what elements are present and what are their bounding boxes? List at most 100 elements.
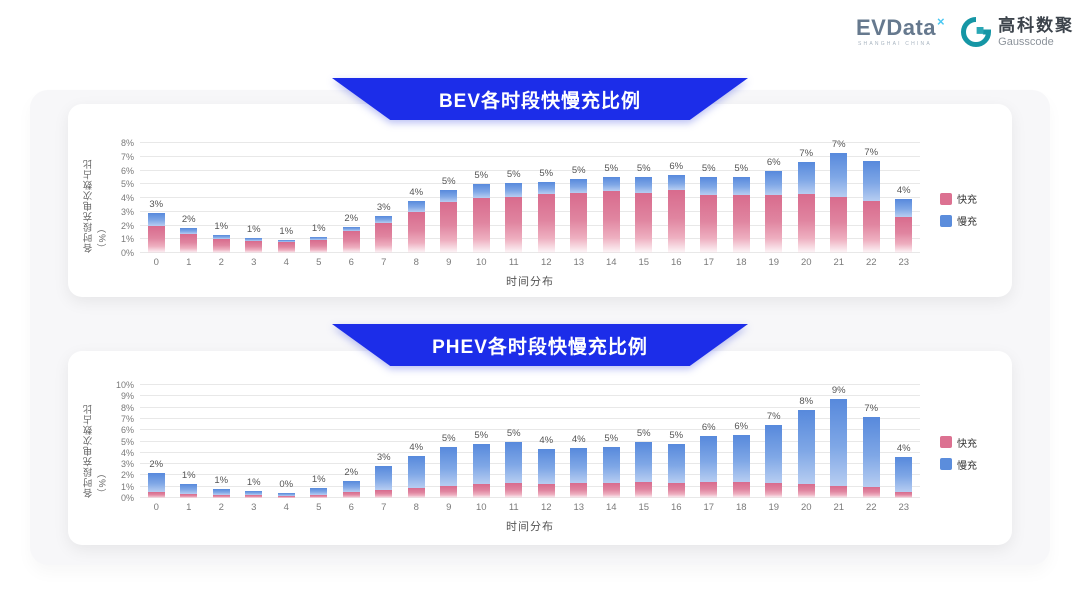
bar-slot: 1% bbox=[173, 385, 206, 498]
slow-segment bbox=[732, 434, 750, 483]
bar-value-label: 7% bbox=[864, 146, 879, 158]
legend-swatch bbox=[940, 458, 952, 471]
bar-value-label: 1% bbox=[246, 477, 261, 489]
bar-value-label: 8% bbox=[799, 395, 814, 407]
fast-segment bbox=[862, 200, 880, 253]
y-tick: 2% bbox=[120, 220, 134, 231]
x-tick: 11 bbox=[508, 502, 519, 513]
slow-segment bbox=[602, 447, 620, 484]
stacked-bar-hour-1 bbox=[180, 228, 198, 253]
fast-segment bbox=[895, 217, 913, 253]
gausscode-logo: 高科数聚 Gausscode bbox=[961, 16, 1074, 48]
stacked-bar-hour-16 bbox=[667, 443, 685, 498]
stacked-bar-hour-6 bbox=[342, 226, 360, 253]
bar-slot: 6% bbox=[693, 385, 726, 498]
bar-slot: 1% bbox=[303, 385, 336, 498]
gridline bbox=[140, 169, 920, 171]
stacked-bar-hour-13 bbox=[570, 448, 588, 498]
fast-segment bbox=[472, 484, 490, 498]
slow-segment bbox=[277, 492, 295, 496]
gridline bbox=[140, 224, 920, 226]
legend-item-慢充[interactable]: 慢充 bbox=[940, 213, 977, 228]
stacked-bar-hour-11 bbox=[505, 182, 523, 253]
x-tick: 12 bbox=[540, 502, 552, 513]
slow-segment bbox=[830, 398, 848, 486]
slow-segment bbox=[797, 409, 815, 485]
bev-legend: 快充 慢充 bbox=[940, 191, 977, 228]
stacked-bar-hour-19 bbox=[765, 170, 783, 253]
x-tick: 18 bbox=[735, 502, 747, 513]
fast-segment bbox=[830, 196, 848, 253]
slow-segment bbox=[537, 181, 555, 194]
fast-segment bbox=[212, 239, 230, 253]
stacked-bar-hour-7 bbox=[375, 466, 393, 498]
bar-slot: 5% bbox=[465, 385, 498, 498]
fast-segment bbox=[180, 233, 198, 253]
slow-segment bbox=[180, 228, 198, 234]
bar-value-label: 2% bbox=[344, 467, 359, 479]
stacked-bar-hour-23 bbox=[895, 199, 913, 253]
slow-segment bbox=[245, 237, 263, 242]
slow-segment bbox=[212, 488, 230, 495]
legend-swatch bbox=[940, 436, 952, 449]
bar-value-label: 4% bbox=[896, 185, 911, 197]
gridline bbox=[140, 210, 920, 212]
legend-item-慢充[interactable]: 慢充 bbox=[940, 457, 977, 472]
fast-segment bbox=[570, 192, 588, 253]
stacked-bar-hour-0 bbox=[147, 473, 165, 498]
stacked-bar-hour-4 bbox=[277, 239, 295, 253]
legend-item-快充[interactable]: 快充 bbox=[940, 191, 977, 206]
stacked-bar-hour-12 bbox=[537, 449, 555, 498]
gridline bbox=[140, 497, 920, 498]
legend-swatch bbox=[940, 214, 952, 227]
slow-segment bbox=[895, 199, 913, 218]
bar-value-label: 1% bbox=[214, 474, 229, 486]
slow-segment bbox=[570, 448, 588, 484]
fast-segment bbox=[375, 489, 393, 498]
bar-slot: 3% bbox=[140, 143, 173, 253]
x-tick: 3 bbox=[251, 502, 257, 513]
slow-segment bbox=[667, 443, 685, 484]
y-tick: 7% bbox=[120, 151, 134, 162]
stacked-bar-hour-1 bbox=[180, 484, 198, 498]
bar-value-label: 5% bbox=[734, 163, 749, 175]
fast-segment bbox=[895, 492, 913, 498]
stacked-bar-hour-9 bbox=[440, 447, 458, 498]
bev-y-tick-labels: 0% 1% 2% 3% 4% 5% 6% 7% 8% bbox=[102, 138, 134, 258]
x-tick: 19 bbox=[768, 502, 780, 513]
bar-slot: 9% bbox=[823, 385, 856, 498]
stacked-bar-hour-18 bbox=[732, 434, 750, 498]
gausscode-cn: 高科数聚 bbox=[998, 16, 1075, 35]
fast-segment bbox=[245, 495, 263, 498]
bev-x-tick-labels: 0 1 2 3 4 5 6 7 8 9 10 11 12 13 14 15 16 17 18 19 20 21 22 23 bbox=[140, 257, 920, 268]
fast-segment bbox=[732, 195, 750, 253]
slow-segment bbox=[407, 456, 425, 488]
bar-slot: 4% bbox=[888, 385, 921, 498]
fast-segment bbox=[602, 191, 620, 253]
bar-slot: 2% bbox=[335, 385, 368, 498]
x-tick: 15 bbox=[638, 502, 650, 513]
bev-y-axis-label: 各时段充电次数占比（%） bbox=[83, 158, 109, 254]
slow-segment bbox=[537, 449, 555, 485]
x-tick: 4 bbox=[283, 257, 289, 268]
bar-value-label: 0% bbox=[279, 478, 294, 490]
fast-segment bbox=[570, 483, 588, 498]
bar-slot: 3% bbox=[368, 143, 401, 253]
gridline bbox=[140, 451, 920, 453]
bar-slot: 2% bbox=[335, 143, 368, 253]
stacked-bar-hour-2 bbox=[212, 235, 230, 253]
fast-segment bbox=[342, 231, 360, 253]
fast-segment bbox=[797, 193, 815, 253]
bar-slot: 4% bbox=[400, 143, 433, 253]
fast-segment bbox=[765, 483, 783, 498]
fast-segment bbox=[505, 483, 523, 498]
phev-bars: 2% 1% 1% 1% 0% 1% 2% 3% 4% 5% 5% 5% 4% 4% 5% 5% 5% 6% 6% 7%… bbox=[140, 385, 920, 498]
fast-segment bbox=[732, 482, 750, 498]
fast-segment bbox=[505, 196, 523, 253]
bar-slot: 0% bbox=[270, 385, 303, 498]
fast-segment bbox=[667, 189, 685, 253]
bev-title-banner: BEV各时段快慢充比例 bbox=[332, 78, 748, 120]
slow-segment bbox=[570, 178, 588, 193]
legend-item-快充[interactable]: 快充 bbox=[940, 435, 977, 450]
